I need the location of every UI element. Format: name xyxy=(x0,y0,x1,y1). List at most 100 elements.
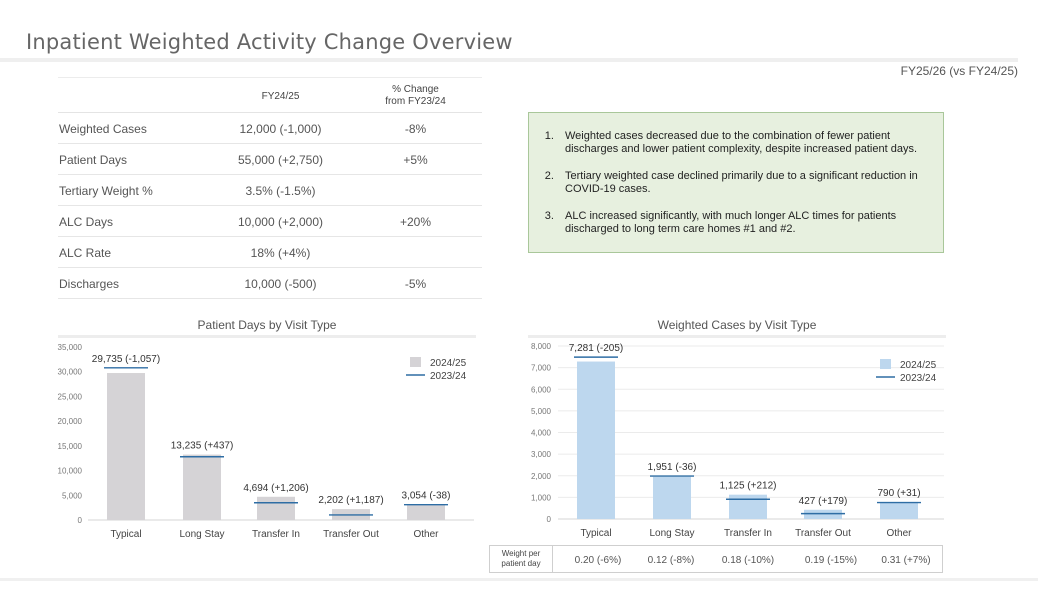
y-tick-label: 25,000 xyxy=(58,392,83,401)
y-tick-label: 30,000 xyxy=(58,368,83,377)
y-tick-label: 7,000 xyxy=(531,364,552,373)
row-label: Weighted Cases xyxy=(59,122,147,136)
row-value: 3.5% (-1.5%) xyxy=(245,184,316,198)
category-label: Transfer In xyxy=(724,528,772,539)
category-label: Transfer Out xyxy=(323,529,379,540)
category-label: Other xyxy=(886,528,912,539)
weight-per-patient-day-table: Weight per patient day 0.20 (-6%) 0.12 (… xyxy=(489,545,943,573)
row-label: Patient Days xyxy=(59,153,128,167)
data-label: 4,694 (+1,206) xyxy=(243,483,308,494)
row-change: -5% xyxy=(404,277,427,291)
title-divider xyxy=(0,58,1018,62)
bar-2024-25 xyxy=(880,501,918,519)
bar-2024-25 xyxy=(407,504,445,520)
row-value: 10,000 (-500) xyxy=(244,277,317,291)
data-label: 1,951 (-36) xyxy=(648,462,697,473)
row-value: 18% (+4%) xyxy=(250,246,311,260)
chart-title-divider xyxy=(58,335,476,338)
summary-table: FY24/25 % Change from FY23/24 Weighted C… xyxy=(58,77,482,299)
row-change: -8% xyxy=(404,122,427,136)
chart-title-divider xyxy=(528,335,946,338)
table-row: ALC Days 10,000 (+2,000) +20% xyxy=(58,206,482,237)
category-label: Transfer Out xyxy=(795,528,851,539)
weight-table-label: Weight per patient day xyxy=(490,546,553,572)
bar-2024-25 xyxy=(804,509,842,519)
legend-label: 2023/24 xyxy=(900,373,937,384)
y-tick-label: 15,000 xyxy=(58,442,83,451)
legend-label: 2024/25 xyxy=(430,358,467,369)
weighted-cases-chart-title: Weighted Cases by Visit Type xyxy=(657,318,817,332)
bar-2024-25 xyxy=(577,361,615,519)
note-item: ALC increased significantly, with much l… xyxy=(557,210,923,236)
data-label: 3,054 (-38) xyxy=(402,491,451,502)
category-label: Typical xyxy=(110,529,141,540)
header-pct-change-line1: % Change xyxy=(392,84,439,95)
y-tick-label: 2,000 xyxy=(531,472,552,481)
page-title: Inpatient Weighted Activity Change Overv… xyxy=(26,30,513,54)
table-row: Patient Days 55,000 (+2,750) +5% xyxy=(58,144,482,175)
table-row: Weighted Cases 12,000 (-1,000) -8% xyxy=(58,113,482,144)
data-label: 1,125 (+212) xyxy=(720,481,777,492)
y-tick-label: 10,000 xyxy=(58,467,83,476)
weight-cell: 0.19 (-15%) xyxy=(804,555,858,566)
row-change: +5% xyxy=(403,153,428,167)
data-label: 790 (+31) xyxy=(877,488,920,499)
row-change: +20% xyxy=(399,215,432,229)
category-label: Other xyxy=(413,529,439,540)
bar-2024-25 xyxy=(729,494,767,519)
data-label: 7,281 (-205) xyxy=(569,343,623,354)
header-pct-change-line2: from FY23/24 xyxy=(385,96,446,107)
footer-divider xyxy=(0,578,1038,581)
y-tick-label: 3,000 xyxy=(531,450,552,459)
weight-cell: 0.18 (-10%) xyxy=(721,555,775,566)
legend-label: 2024/25 xyxy=(900,360,937,371)
patient-days-chart-title: Patient Days by Visit Type xyxy=(197,318,337,332)
data-label: 2,202 (+1,187) xyxy=(318,495,383,506)
category-label: Long Stay xyxy=(649,528,694,539)
category-label: Typical xyxy=(580,528,611,539)
y-tick-label: 8,000 xyxy=(531,342,552,351)
category-label: Long Stay xyxy=(179,529,224,540)
table-row: ALC Rate 18% (+4%) xyxy=(58,237,482,268)
header-pct-change: % Change from FY23/24 xyxy=(363,84,468,108)
row-value: 10,000 (+2,000) xyxy=(237,215,324,229)
period-subtitle: FY25/26 (vs FY24/25) xyxy=(900,64,1018,78)
data-label: 13,235 (+437) xyxy=(171,441,234,452)
note-item: Tertiary weighted case declined primaril… xyxy=(557,170,923,196)
row-value: 55,000 (+2,750) xyxy=(237,153,324,167)
row-label: ALC Days xyxy=(59,215,114,229)
y-tick-label: 1,000 xyxy=(531,493,552,502)
y-tick-label: 6,000 xyxy=(531,385,552,394)
bar-2024-25 xyxy=(183,454,221,520)
y-tick-label: 5,000 xyxy=(62,491,83,500)
weight-cell: 0.12 (-8%) xyxy=(647,555,695,566)
category-label: Transfer In xyxy=(252,529,300,540)
commentary-box: Weighted cases decreased due to the comb… xyxy=(528,112,944,253)
table-row: Tertiary Weight % 3.5% (-1.5%) xyxy=(58,175,482,206)
data-label: 427 (+179) xyxy=(799,496,848,507)
legend-label: 2023/24 xyxy=(430,371,467,382)
y-tick-label: 0 xyxy=(547,515,552,524)
row-value: 12,000 (-1,000) xyxy=(239,122,322,136)
weight-table-label-line1: Weight per xyxy=(501,549,541,558)
bar-2024-25 xyxy=(653,476,691,519)
legend-swatch-current xyxy=(410,357,421,367)
header-fy2425: FY24/25 xyxy=(261,91,300,102)
row-label: ALC Rate xyxy=(59,246,112,260)
weight-table-label-line2: patient day xyxy=(501,559,541,568)
y-tick-label: 5,000 xyxy=(531,407,552,416)
legend-swatch-current xyxy=(880,359,891,369)
row-label: Discharges xyxy=(59,277,120,291)
y-tick-label: 4,000 xyxy=(531,429,552,438)
y-tick-label: 20,000 xyxy=(58,417,83,426)
summary-table-header: FY24/25 % Change from FY23/24 xyxy=(58,77,482,113)
weight-cell: 0.20 (-6%) xyxy=(574,555,622,566)
row-label: Tertiary Weight % xyxy=(59,184,153,198)
bar-2024-25 xyxy=(107,373,145,520)
y-tick-label: 0 xyxy=(78,516,83,525)
y-tick-label: 35,000 xyxy=(58,343,83,352)
weight-cell: 0.31 (+7%) xyxy=(881,555,931,566)
table-row: Discharges 10,000 (-500) -5% xyxy=(58,268,482,299)
